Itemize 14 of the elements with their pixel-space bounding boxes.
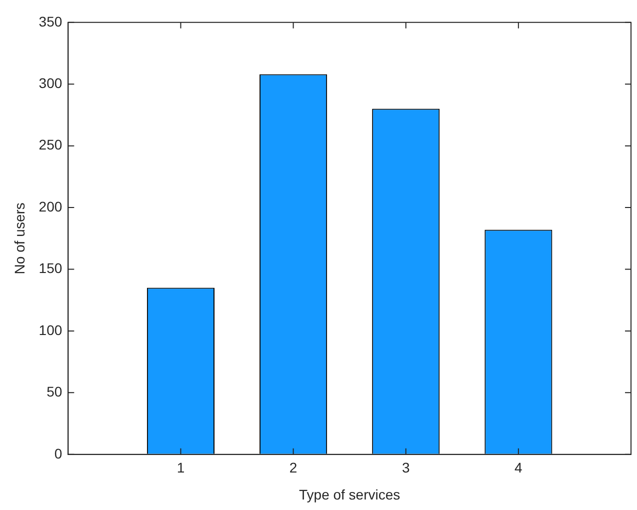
y-tick-label: 350 — [38, 13, 62, 30]
x-tick-label: 2 — [289, 460, 298, 476]
x-tick-label: 1 — [176, 460, 185, 476]
x-tick-label: 3 — [402, 460, 410, 476]
x-tick-label: 4 — [514, 460, 523, 476]
y-axis-title: No of users — [11, 202, 28, 274]
y-tick-label: 100 — [38, 322, 62, 338]
x-axis-title: Type of services — [299, 486, 400, 502]
y-tick-label: 0 — [54, 445, 62, 462]
y-tick-label: 300 — [38, 74, 62, 91]
y-tick-label: 250 — [38, 136, 62, 153]
y-tick-label: 50 — [46, 384, 62, 400]
y-tick-label: 150 — [38, 260, 62, 276]
y-tick-label: 200 — [38, 198, 62, 214]
